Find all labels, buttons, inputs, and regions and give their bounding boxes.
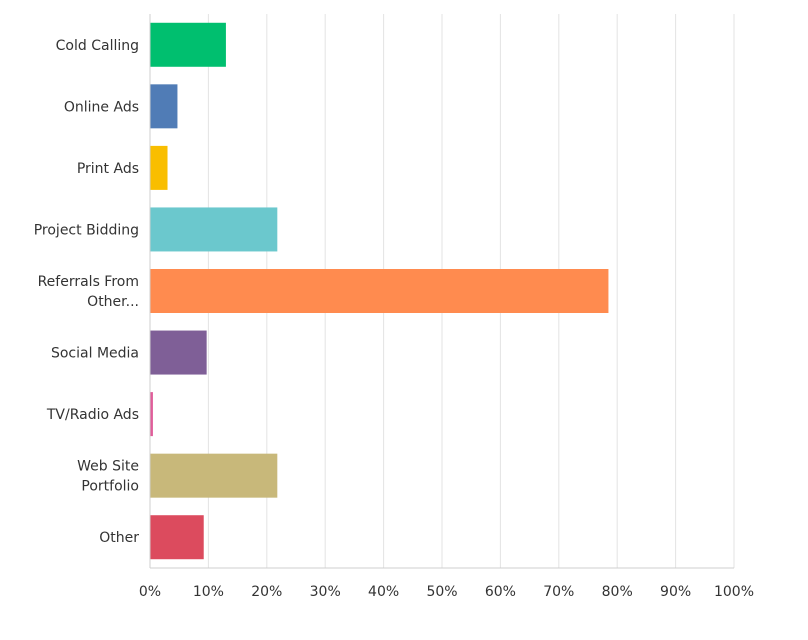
bar	[150, 84, 178, 129]
x-tick-label: 0%	[139, 584, 161, 600]
bar	[150, 145, 168, 190]
category-label: Web Site	[77, 459, 139, 475]
bar	[150, 22, 226, 67]
category-label: Project Bidding	[34, 222, 139, 238]
x-tick-labels: 0% 10% 20% 30% 40% 50% 60% 70% 80% 90% 100%	[139, 584, 754, 600]
bar	[150, 515, 204, 560]
x-tick-label: 70%	[543, 584, 574, 600]
category-label: Online Ads	[64, 99, 139, 115]
category-label: TV/Radio Ads	[46, 407, 139, 423]
bars	[150, 22, 609, 560]
category-label: Referrals From	[38, 274, 139, 290]
bar	[150, 392, 153, 437]
bar	[150, 207, 278, 252]
category-label: Other...	[87, 294, 139, 310]
x-tick-label: 100%	[714, 584, 754, 600]
x-tick-label: 80%	[602, 584, 633, 600]
bar	[150, 269, 609, 313]
bar	[150, 330, 207, 375]
axes	[149, 14, 734, 569]
x-tick-label: 50%	[426, 584, 457, 600]
category-label: Portfolio	[81, 479, 139, 495]
x-tick-label: 90%	[660, 584, 691, 600]
category-labels: Cold Calling Online Ads Print Ads Project B…	[34, 38, 140, 546]
category-label: Other	[99, 530, 139, 546]
x-tick-label: 40%	[368, 584, 399, 600]
category-label: Social Media	[51, 346, 139, 362]
x-tick-label: 20%	[251, 584, 282, 600]
x-tick-label: 30%	[310, 584, 341, 600]
x-tick-label: 60%	[485, 584, 516, 600]
x-tick-label: 10%	[193, 584, 224, 600]
bar	[150, 453, 278, 498]
category-label: Cold Calling	[56, 38, 139, 54]
category-label: Print Ads	[77, 161, 139, 177]
